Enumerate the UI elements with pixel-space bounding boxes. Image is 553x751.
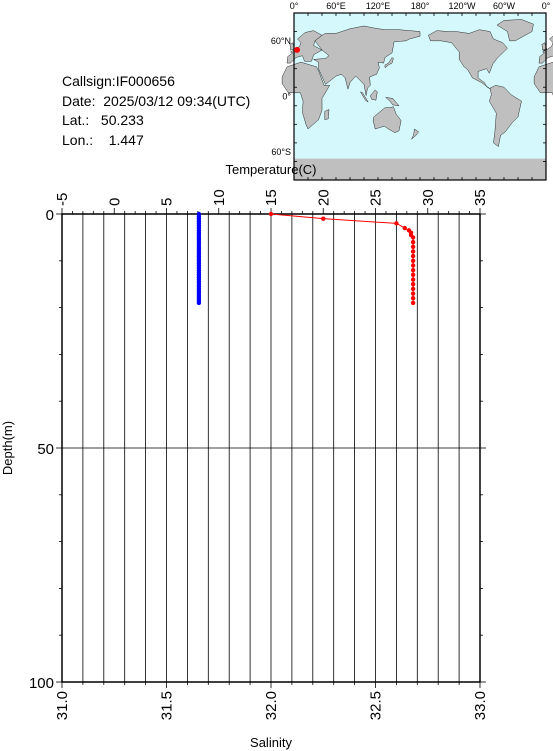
temperature-tick-label: 35: [472, 189, 489, 206]
map-longitude-label: 120°W: [448, 1, 476, 11]
salinity-data-point: [410, 239, 416, 245]
temperature-tick-label: 5: [159, 198, 176, 206]
salinity-data-point: [410, 300, 416, 306]
temperature-data-point: [196, 300, 202, 306]
salinity-data-point: [268, 211, 274, 217]
lat-label: Lat.:: [62, 112, 90, 128]
map-landmass: [538, 35, 553, 64]
salinity-data-point: [410, 258, 416, 263]
salinity-data-point: [394, 221, 399, 226]
map-longitude-label: 0°: [542, 1, 551, 11]
depth-axis-title: Depth(m): [0, 421, 15, 475]
callsign-value: IF000656: [115, 73, 175, 89]
salinity-data-point: [410, 263, 416, 268]
map-landmass: [428, 29, 508, 90]
map-longitude-label: 120°E: [366, 1, 391, 11]
salinity-data-point: [410, 253, 416, 259]
temperature-tick-label: 15: [263, 189, 280, 206]
map-landmass: [489, 85, 522, 147]
salinity-data-point: [410, 272, 416, 278]
salinity-tick-label: 32.0: [263, 691, 280, 720]
map-landmass: [372, 106, 402, 133]
map-landmass: [385, 97, 400, 107]
salinity-tick-label: 31.5: [159, 691, 176, 720]
depth-tick-label: 0: [46, 207, 54, 224]
map-landmass: [324, 109, 330, 120]
salinity-data-point: [410, 291, 416, 296]
temperature-tick-label: 30: [420, 189, 437, 206]
salinity-data-point: [410, 249, 416, 254]
cast-metadata: Callsign:IF000656 Date: 2025/03/12 09:34…: [62, 72, 250, 150]
map-landmass: [533, 61, 553, 96]
map-longitude-label: 60°E: [326, 1, 346, 11]
map-longitude-label: 0°: [290, 1, 299, 11]
lon-label: Lon.:: [62, 131, 94, 148]
lon-value: 1.447: [108, 131, 144, 148]
lon-row: Lon.: 1.447: [62, 131, 250, 151]
callsign-row: Callsign:IF000656: [62, 72, 250, 92]
world-map: 0° 60°E 120°E 180° 120°W 60°W 0° 60°N 0° 60°S: [271, 1, 553, 181]
map-location-marker: [294, 46, 301, 53]
depth-tick-label: 100: [29, 675, 54, 692]
salinity-tick-label: 33.0: [472, 691, 489, 720]
salinity-tick-label: 32.5: [368, 691, 385, 720]
lat-value: 50.233: [100, 112, 144, 128]
salinity-data-point: [410, 286, 416, 292]
salinity-data-point: [410, 282, 416, 287]
map-latitude-label: 60°N: [271, 36, 291, 46]
callsign-label: Callsign:: [62, 73, 116, 89]
date-row: Date: 2025/03/12 09:34(UTC): [62, 92, 250, 112]
map-landmass: [411, 128, 419, 140]
map-latitude-label: 60°S: [271, 147, 291, 157]
salinity-tick-label: 31.0: [54, 691, 71, 720]
map-longitude-label: 180°: [411, 1, 430, 11]
salinity-data-point: [410, 296, 416, 301]
salinity-axis-title: Salinity: [250, 735, 292, 750]
salinity-data-point: [410, 267, 416, 273]
map-landmass: [312, 25, 421, 96]
depth-tick-label: 50: [37, 441, 54, 458]
date-value: 2025/03/12 09:34(UTC): [103, 92, 251, 109]
salinity-data-point: [410, 235, 416, 240]
salinity-data-point: [402, 225, 407, 231]
salinity-profile-line: [270, 213, 414, 303]
map-landmass: [496, 19, 534, 42]
temperature-tick-label: 25: [368, 189, 385, 206]
map-latitude-label: 0°: [282, 92, 291, 102]
lat-row: Lat.: 50.233: [62, 111, 250, 131]
temperature-tick-label: 10: [211, 189, 228, 206]
salinity-data-point: [410, 244, 416, 249]
temperature-axis-title: Temperature(C): [225, 162, 316, 177]
temperature-tick-label: 20: [315, 189, 332, 206]
map-longitude-label: 60°W: [493, 1, 516, 11]
map-landmass: [360, 91, 369, 103]
temperature-tick-label: -5: [54, 193, 71, 206]
map-landmass: [294, 158, 546, 180]
map-landmass: [370, 89, 378, 101]
salinity-data-point: [410, 277, 416, 282]
salinity-data-point: [321, 216, 326, 221]
map-landmass: [384, 57, 394, 69]
temperature-tick-label: 0: [106, 198, 123, 206]
date-label: Date:: [62, 92, 96, 109]
